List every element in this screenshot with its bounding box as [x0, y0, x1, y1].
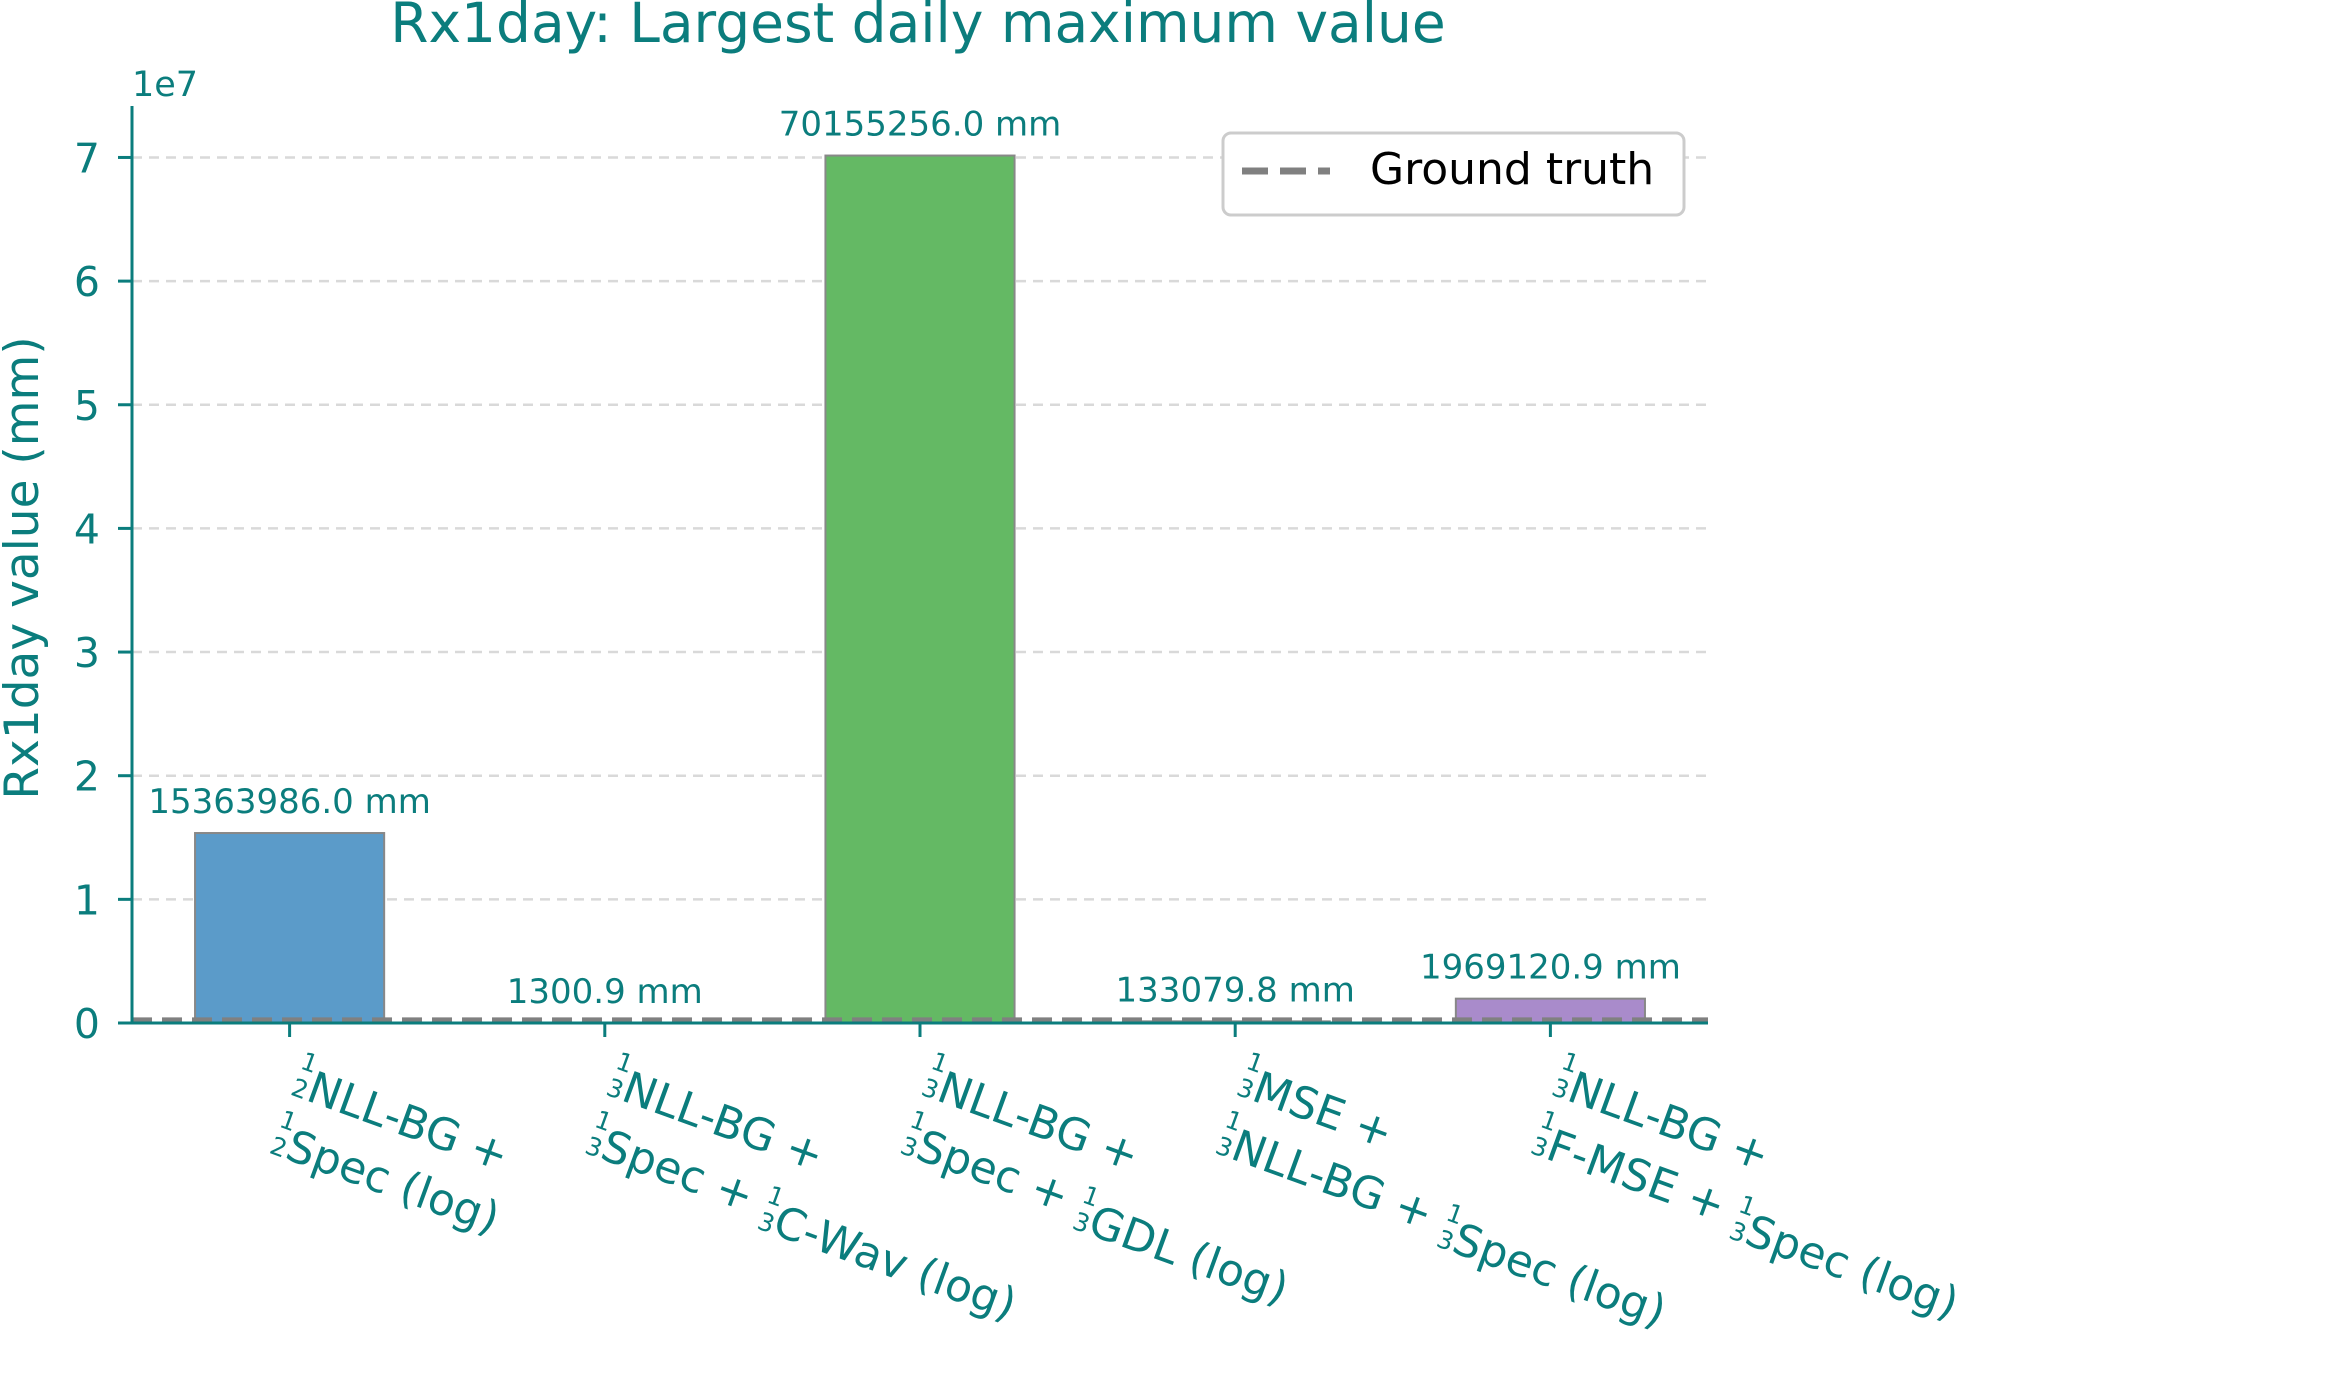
- bar: [194, 832, 386, 1024]
- y-tick-label: 0: [74, 1000, 100, 1048]
- y-tick-label: 5: [74, 382, 100, 430]
- y-tick-label: 2: [74, 753, 100, 801]
- x-tick-label: 12NLL-BG + 12Spec (log): [266, 1046, 515, 1244]
- value-label: 1300.9 mm: [507, 972, 703, 1012]
- y-scale-label: 1e7: [132, 65, 198, 105]
- legend-label-ground-truth: Ground truth: [1370, 144, 1654, 195]
- value-label: 1969120.9 mm: [1420, 948, 1681, 988]
- y-tick-label: 4: [74, 505, 100, 553]
- bar: [824, 154, 1016, 1024]
- value-label: 133079.8 mm: [1116, 970, 1355, 1010]
- x-ticks: 12NLL-BG + 12Spec (log)13NLL-BG + 13Spec…: [266, 1023, 1965, 1338]
- y-tick-label: 7: [74, 134, 100, 182]
- bars: [194, 154, 1646, 1025]
- legend-box: [1221, 131, 1686, 217]
- value-labels: 15363986.0 mm 1300.9 mm 70155256.0 mm 13307…: [148, 105, 1681, 1012]
- value-label: 15363986.0 mm: [148, 782, 431, 822]
- chart-title: Rx1day: Largest daily maximum value: [390, 0, 1445, 55]
- y-tick-label: 1: [74, 876, 100, 924]
- value-label: 70155256.0 mm: [779, 105, 1062, 145]
- y-tick-label: 6: [74, 258, 100, 306]
- y-tick-label: 3: [74, 629, 100, 677]
- y-ticks: 0 1 2 3 4 5 6 7: [74, 134, 132, 1048]
- legend: Ground truth: [1221, 131, 1686, 217]
- y-axis-label: Rx1day value (mm): [0, 336, 50, 799]
